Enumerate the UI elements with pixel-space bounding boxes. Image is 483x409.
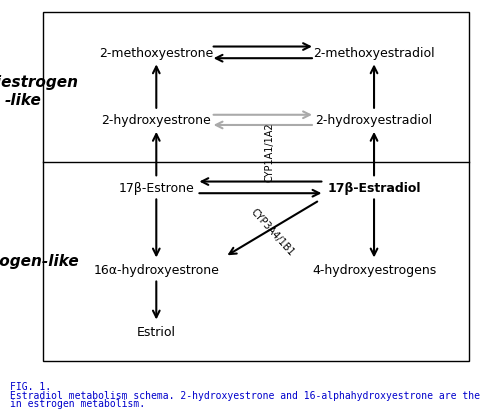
Text: 2-hydroxyestradiol: 2-hydroxyestradiol (315, 114, 433, 127)
Text: 4-hydroxyestrogens: 4-hydroxyestrogens (312, 263, 436, 276)
Text: 17β-Estrone: 17β-Estrone (118, 182, 194, 194)
Text: in estrogen metabolism.: in estrogen metabolism. (10, 398, 145, 408)
Text: Estradiol metabolism schema. 2-hydroxyestrone and 16-alphahydroxyestrone are the: Estradiol metabolism schema. 2-hydroxyes… (10, 390, 483, 400)
Text: 2-methoxyestrone: 2-methoxyestrone (99, 47, 213, 60)
Text: Antiestrogen
-like: Antiestrogen -like (0, 75, 79, 108)
Text: Estriol: Estriol (137, 325, 176, 338)
Text: 2-methoxyestradiol: 2-methoxyestradiol (313, 47, 435, 60)
Text: Estrogen-like: Estrogen-like (0, 253, 80, 268)
Text: FIG. 1.: FIG. 1. (10, 381, 51, 391)
Text: 2-hydroxyestrone: 2-hydroxyestrone (101, 114, 211, 127)
Text: CYP1A1/1A2: CYP1A1/1A2 (265, 122, 275, 181)
Text: 17β-Estradiol: 17β-Estradiol (327, 182, 421, 194)
Text: 16α-hydroxyestrone: 16α-hydroxyestrone (93, 263, 219, 276)
Text: CYP3A4/1B1: CYP3A4/1B1 (249, 206, 296, 257)
